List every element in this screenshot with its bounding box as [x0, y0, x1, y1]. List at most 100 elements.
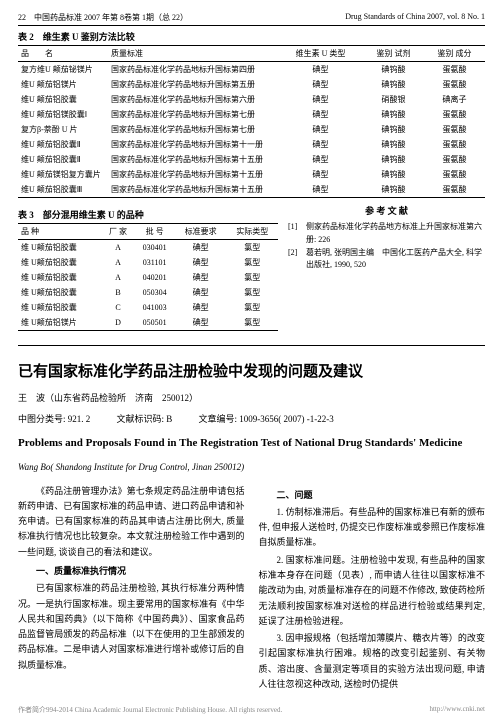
table-cell: 050501 [134, 315, 175, 331]
table-cell: 蛋氨酸 [424, 122, 485, 137]
table-cell: 复方维U 颠茄铋镁片 [18, 62, 108, 78]
table-cell: 国家药品标准化学药品地标升国标第十五册 [108, 182, 278, 198]
table-cell: 碘钨酸 [363, 62, 424, 78]
table-cell: 蛋氨酸 [424, 152, 485, 167]
table-row: 维 U颠茄铝胶囊B050304碘型氯型 [18, 285, 278, 300]
table-cell: 氯型 [226, 270, 278, 285]
table-cell: 复方β-萘酚 U 片 [18, 122, 108, 137]
table-row: 维 U颠茄铝胶囊A031101碘型氯型 [18, 255, 278, 270]
references-title: 参 考 文 献 [288, 204, 485, 217]
para-l1: 《药品注册管理办法》第七条规定药品注册申请包括新药申请、已有国家标准的药品申请、… [18, 484, 245, 560]
table-cell: 维 U颠茄铝胶囊 [18, 300, 102, 315]
footer-right: http://www.cnki.net [429, 705, 485, 715]
table-cell: 碘型 [175, 300, 227, 315]
table-cell: 蛋氨酸 [424, 107, 485, 122]
table-cell: 040201 [134, 270, 175, 285]
table-cell: 氯型 [226, 255, 278, 270]
table-cell: 维 U颠茄铝胶囊 [18, 285, 102, 300]
table-cell: 维U 颠茄铝镁片 [18, 77, 108, 92]
table-cell: 国家药品标准化学药品地标升国标第六册 [108, 92, 278, 107]
table-cell: 维U 颠茄铝胶囊Ⅱ [18, 137, 108, 152]
header-left: 22 中国药品标准 2007 年第 8卷第 1期（总 22） [18, 12, 188, 23]
table-cell: 碘型 [278, 167, 363, 182]
table-cell: 国家药品标准化学药品地标升国标第十五册 [108, 152, 278, 167]
ref-num: [2] [288, 247, 306, 273]
ref-text: 侧家药品标准化学药品地方标准上升国家标准第六册: 226 [306, 221, 485, 247]
author-en: Wang Bo( Shandong Institute for Drug Con… [18, 462, 485, 472]
meta-mark: 文献标识码: B [117, 414, 173, 424]
para-r3: 3. 因申报规格（包括增加薄膜片、糖衣片等）的改变引起国家标准执行困难。规格的改… [259, 631, 486, 692]
table-cell: A [102, 270, 135, 285]
table-row: 复方β-萘酚 U 片国家药品标准化学药品地标升国标第七册碘型碘钨酸蛋氨酸 [18, 122, 485, 137]
table-cell: 碘型 [278, 77, 363, 92]
table-cell: 碘型 [175, 315, 227, 331]
table-cell: 碘型 [278, 107, 363, 122]
table-cell: 碘离子 [424, 92, 485, 107]
table-cell: 蛋氨酸 [424, 137, 485, 152]
table-cell: 国家药品标准化学药品地标升国标第七册 [108, 122, 278, 137]
table-row: 维U 颠茄铝胶囊Ⅱ国家药品标准化学药品地标升国标第十五册碘型碘钨酸蛋氨酸 [18, 152, 485, 167]
article-title-cn: 已有国家标准化学药品注册检验中发现的问题及建议 [18, 360, 485, 381]
table-cell: 维 U颠茄铝胶囊 [18, 240, 102, 256]
sec-heading-1: 一、质量标准执行情况 [18, 564, 245, 579]
references-list: [1]侧家药品标准化学药品地方标准上升国家标准第六册: 226[2]葛若明, 张… [288, 221, 485, 272]
table-row: 维U 颠茄铝镁胶囊Ⅰ国家药品标准化学药品地标升国标第七册碘型碘钨酸蛋氨酸 [18, 107, 485, 122]
table-cell: 维U 颠茄铝胶囊Ⅲ [18, 182, 108, 198]
table-cell: 031101 [134, 255, 175, 270]
table-cell: 国家药品标准化学药品地标升国标第十五册 [108, 167, 278, 182]
table-cell: 维U 颠茄镁铝复方囊片 [18, 167, 108, 182]
para-r2: 2. 国家标准问题。注册检验中发现, 有些品种的国家标准本身存在问题（见表）, … [259, 553, 486, 629]
table-cell: 碘型 [278, 122, 363, 137]
table-cell: 维U 颠茄铝镁胶囊Ⅰ [18, 107, 108, 122]
table-cell: C [102, 300, 135, 315]
table-cell: 国家药品标准化学药品地标升国标第十一册 [108, 137, 278, 152]
table-cell: 维 U颠茄铝镁片 [18, 315, 102, 331]
table-row: 复方维U 颠茄铋镁片国家药品标准化学药品地标升国标第四册碘型碘钨酸蛋氨酸 [18, 62, 485, 78]
table-row: 维U 颠茄铝胶囊国家药品标准化学药品地标升国标第六册碘型硝酸银碘离子 [18, 92, 485, 107]
t3-h4: 实际类型 [226, 224, 278, 240]
body-col-right: 二、问题 1. 仿制标准滞后。有些品种的国家标准已有新的颁布件, 但申报人送检时… [259, 484, 486, 695]
author-cn: 王 波（山东省药品检验所 济南 250012） [18, 393, 198, 403]
header-right: Drug Standards of China 2007, vol. 8 No.… [345, 12, 485, 23]
t2-h2: 维生素 U 类型 [278, 46, 363, 62]
t2-h1: 质量标准 [108, 46, 278, 62]
table-cell: 050304 [134, 285, 175, 300]
table-cell: 硝酸银 [363, 92, 424, 107]
table-cell: B [102, 285, 135, 300]
article-title-en: Problems and Proposals Found in The Regi… [18, 435, 485, 452]
table-cell: 国家药品标准化学药品地标升国标第五册 [108, 77, 278, 92]
ref-num: [1] [288, 221, 306, 247]
table-cell: 碘型 [175, 240, 227, 256]
table-cell: 国家药品标准化学药品地标升国标第七册 [108, 107, 278, 122]
table-cell: 030401 [134, 240, 175, 256]
table-cell: 维U 颠茄铝胶囊 [18, 92, 108, 107]
table-cell: 碘型 [278, 137, 363, 152]
table-row: 维U 颠茄铝胶囊Ⅲ国家药品标准化学药品地标升国标第十五册碘型碘钨酸蛋氨酸 [18, 182, 485, 198]
table-cell: 碘型 [175, 285, 227, 300]
t3-h0: 品 种 [18, 224, 102, 240]
table-row: 维U 颠茄铝镁片国家药品标准化学药品地标升国标第五册碘型碘钨酸蛋氨酸 [18, 77, 485, 92]
table-row: 维 U颠茄铝镁片D050501碘型氯型 [18, 315, 278, 331]
table-cell: 维 U颠茄铝胶囊 [18, 270, 102, 285]
table-cell: 碘钨酸 [363, 107, 424, 122]
table-cell: 氯型 [226, 285, 278, 300]
table-cell: 碘型 [278, 62, 363, 78]
table-cell: 蛋氨酸 [424, 77, 485, 92]
table-row: 维 U颠茄铝胶囊C041003碘型氯型 [18, 300, 278, 315]
table-cell: 碘钨酸 [363, 137, 424, 152]
table3: 品 种 厂 家 批 号 标准要求 实际类型 维 U颠茄铝胶囊A030401碘型氯… [18, 223, 278, 331]
ref-text: 葛若明, 张明国主编 中国化工医药产品大全, 科学出版社, 1990, 520 [306, 247, 485, 273]
table-cell: 碘型 [175, 255, 227, 270]
table2-caption: 表 2 维生素 U 鉴别方法比较 [18, 30, 485, 43]
table-cell: 蛋氨酸 [424, 182, 485, 198]
table-cell: 碘钨酸 [363, 152, 424, 167]
reference-item: [2]葛若明, 张明国主编 中国化工医药产品大全, 科学出版社, 1990, 5… [288, 247, 485, 273]
t2-h4: 鉴别 成分 [424, 46, 485, 62]
footer-left: 作者简介994-2014 China Academic Journal Elec… [18, 705, 282, 715]
table-row: 维U 颠茄镁铝复方囊片国家药品标准化学药品地标升国标第十五册碘型碘钨酸蛋氨酸 [18, 167, 485, 182]
table-cell: 碘型 [278, 152, 363, 167]
table-cell: 氯型 [226, 315, 278, 331]
reference-item: [1]侧家药品标准化学药品地方标准上升国家标准第六册: 226 [288, 221, 485, 247]
meta-no: 文章编号: 1009-3656( 2007) -1-22-3 [199, 414, 334, 424]
t3-h2: 批 号 [134, 224, 175, 240]
